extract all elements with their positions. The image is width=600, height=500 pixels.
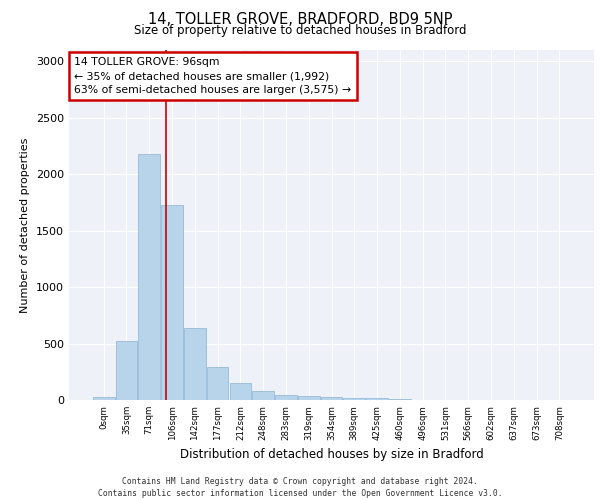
Bar <box>320 397 343 400</box>
Y-axis label: Number of detached properties: Number of detached properties <box>20 138 31 312</box>
Bar <box>298 396 320 400</box>
Bar <box>116 342 137 400</box>
Bar <box>139 154 160 400</box>
Bar <box>93 397 115 400</box>
Text: 14 TOLLER GROVE: 96sqm
← 35% of detached houses are smaller (1,992)
63% of semi-: 14 TOLLER GROVE: 96sqm ← 35% of detached… <box>74 57 352 95</box>
Bar <box>207 368 229 400</box>
X-axis label: Distribution of detached houses by size in Bradford: Distribution of detached houses by size … <box>179 448 484 461</box>
Text: 14, TOLLER GROVE, BRADFORD, BD9 5NP: 14, TOLLER GROVE, BRADFORD, BD9 5NP <box>148 12 452 28</box>
Text: Size of property relative to detached houses in Bradford: Size of property relative to detached ho… <box>134 24 466 37</box>
Bar <box>230 382 251 400</box>
Bar <box>161 204 183 400</box>
Bar <box>366 398 388 400</box>
Bar <box>343 398 365 400</box>
Bar <box>184 328 206 400</box>
Bar <box>275 395 297 400</box>
Text: Contains HM Land Registry data © Crown copyright and database right 2024.
Contai: Contains HM Land Registry data © Crown c… <box>98 476 502 498</box>
Bar <box>253 391 274 400</box>
